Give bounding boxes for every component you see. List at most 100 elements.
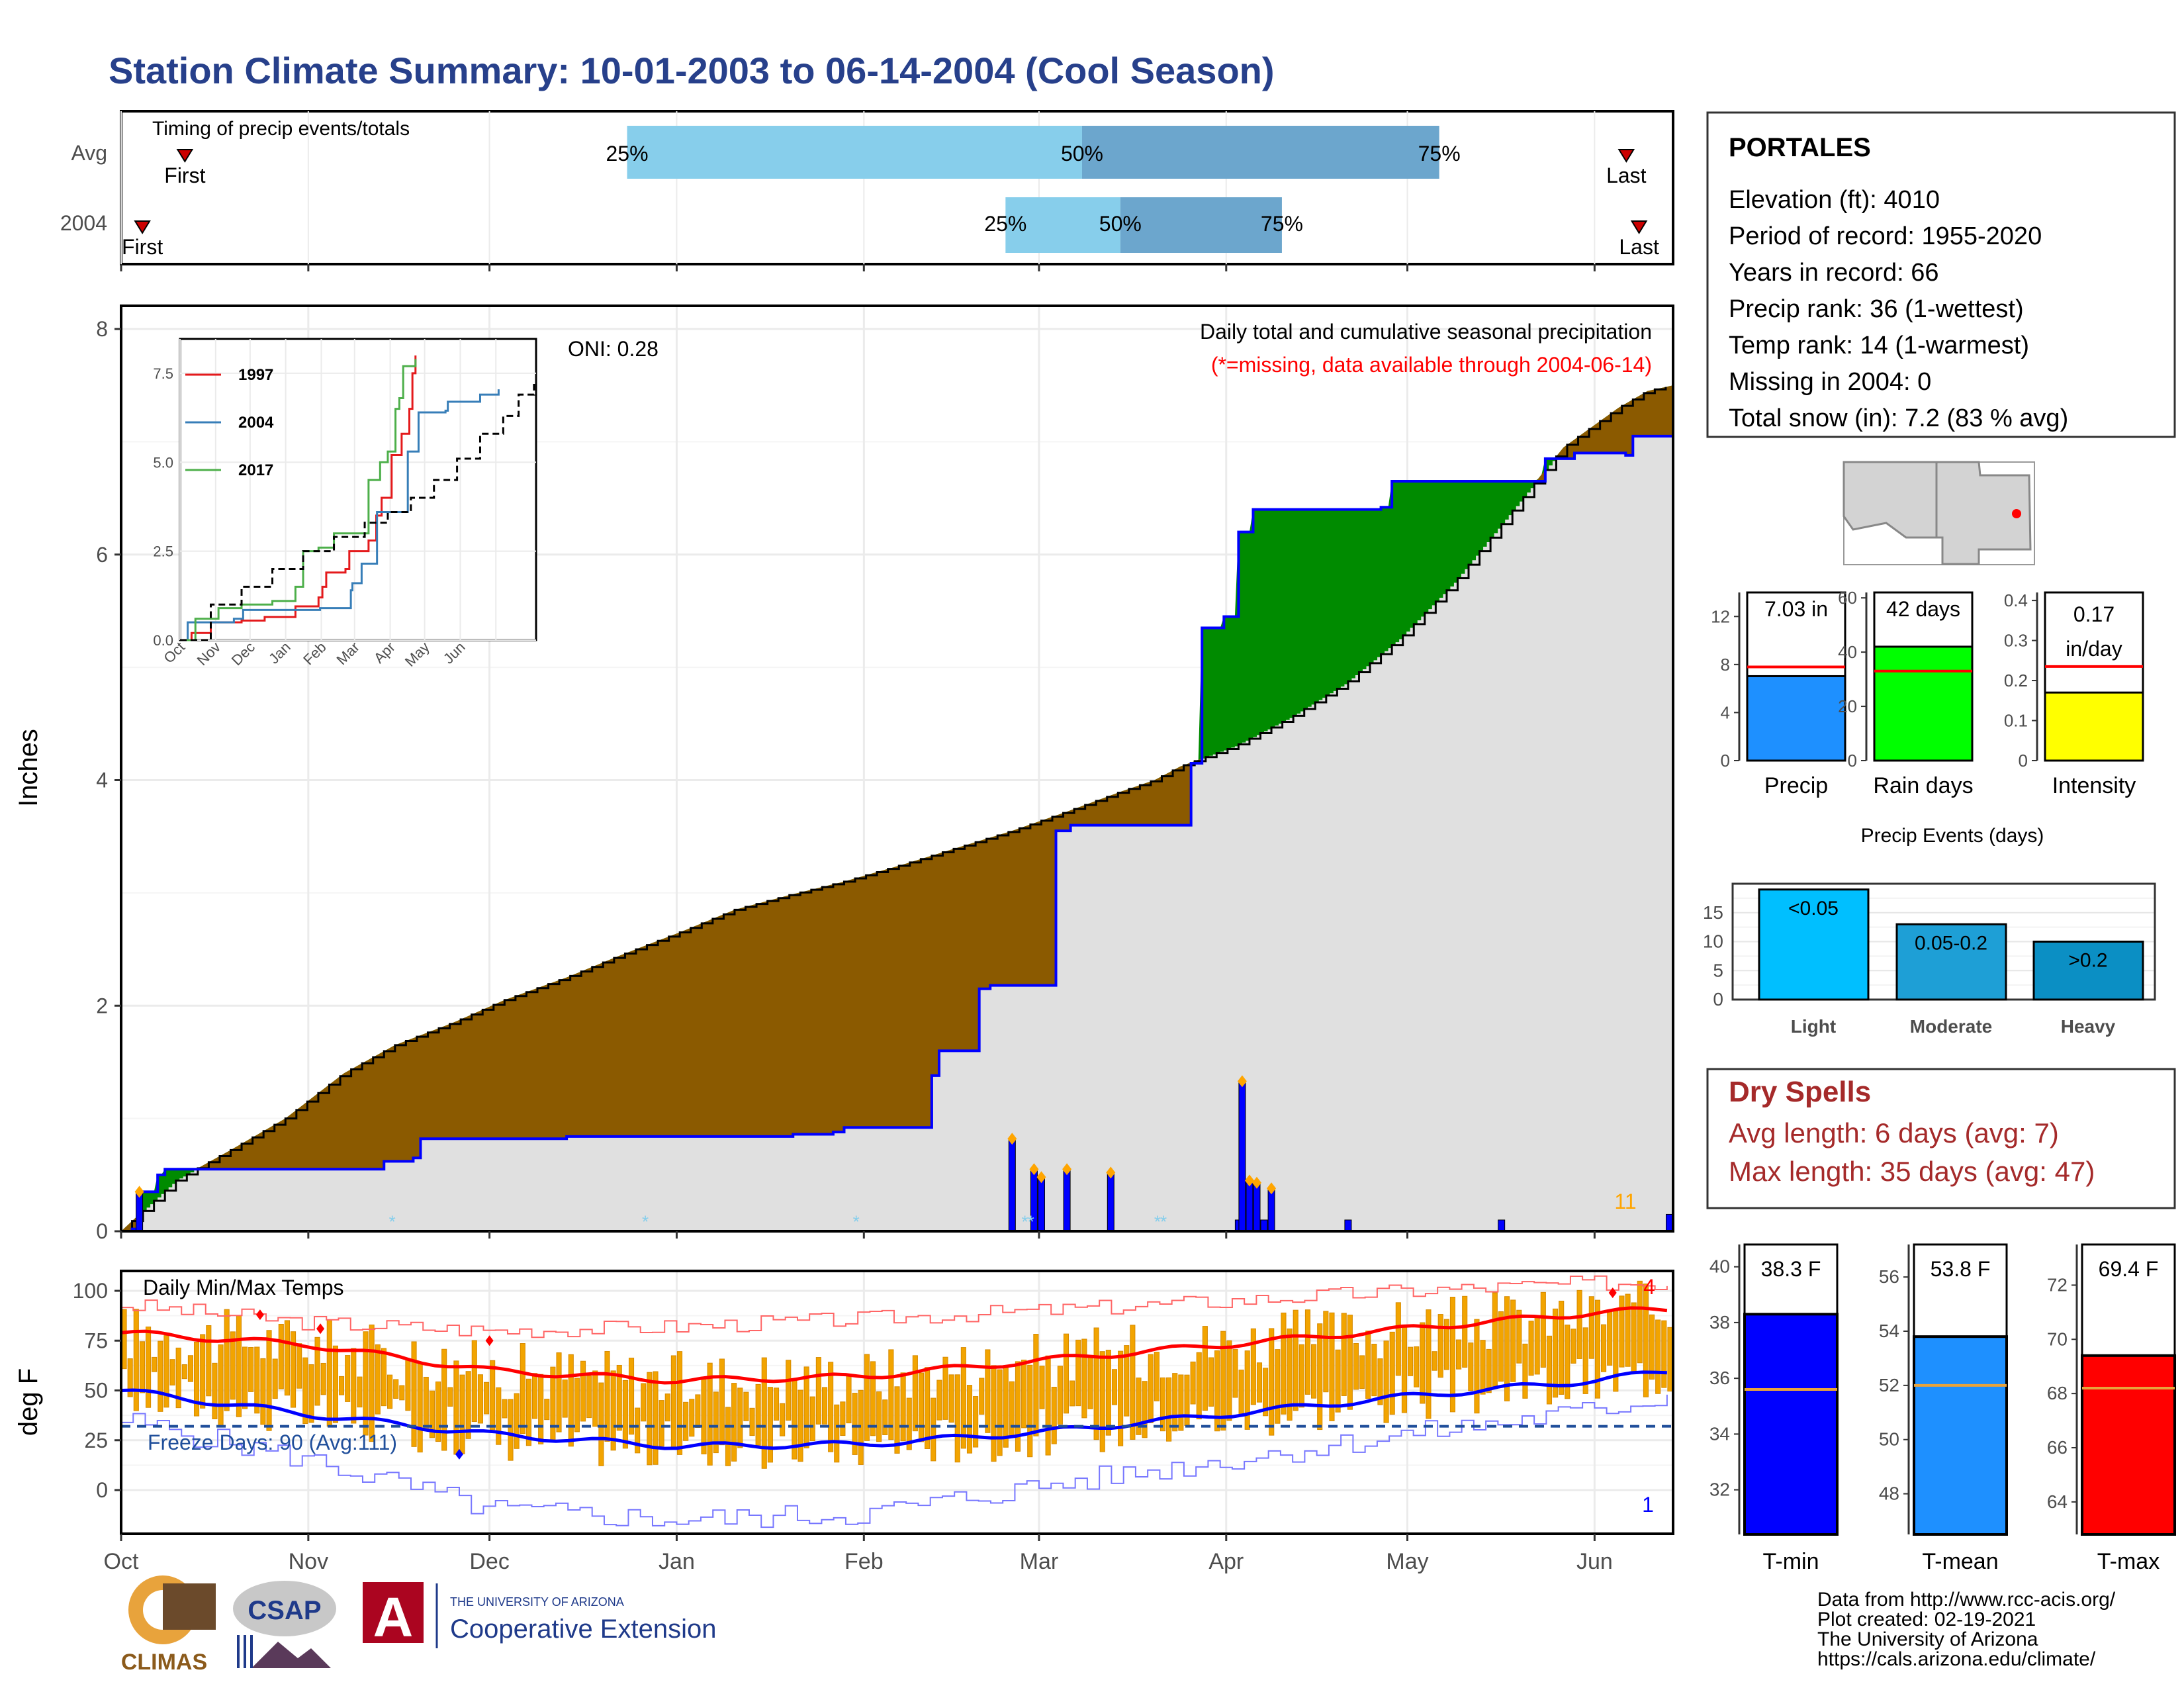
daily-temp-bar	[786, 1360, 792, 1421]
daily-temp-bar	[1553, 1308, 1559, 1398]
daily-temp-bar	[556, 1352, 562, 1432]
precip-events-chart: Precip Events (days) 0 5 10 15 <0.05 Light 0.05…	[1703, 825, 2156, 1037]
quartile-label: 25%	[606, 142, 649, 165]
daily-temp-bar	[1371, 1344, 1377, 1397]
temp-y-tick-label: 0	[96, 1478, 108, 1502]
daily-temp-bar	[1148, 1354, 1154, 1423]
daily-temp-bar	[592, 1370, 598, 1427]
daily-temp-bar	[1449, 1296, 1456, 1413]
heavy-event-marker	[1267, 1182, 1277, 1195]
freeze-days-label: Freeze Days: 90 (Avg:111)	[148, 1430, 397, 1454]
record-high-marker	[316, 1323, 325, 1335]
daily-temp-bar	[381, 1348, 387, 1407]
daily-temp-bar	[1637, 1280, 1643, 1364]
temp-summary-y-tick-label: 36	[1709, 1368, 1730, 1388]
daily-temp-bar	[973, 1396, 979, 1448]
daily-temp-bar	[314, 1336, 320, 1406]
season-y-tick-label: 0	[1848, 751, 1857, 771]
daily-temp-bar	[133, 1309, 139, 1411]
daily-temp-bar	[1347, 1315, 1353, 1410]
daily-temp-bar	[695, 1394, 701, 1428]
daily-temp-bar	[1124, 1345, 1130, 1417]
csap-logo-text: CSAP	[248, 1596, 321, 1625]
daily-precip-bar	[1063, 1168, 1071, 1232]
climas-logo-text: CLIMAS	[121, 1650, 207, 1675]
daily-temp-bar	[1601, 1324, 1607, 1372]
daily-temp-bar	[809, 1396, 815, 1442]
ua-name-big: Cooperative Extension	[450, 1615, 716, 1644]
daily-temp-bar	[568, 1354, 574, 1447]
daily-temp-bar	[755, 1383, 761, 1446]
daily-temp-bar	[1582, 1327, 1588, 1394]
daily-temp-bar	[1414, 1346, 1420, 1387]
daily-temp-bar	[1099, 1351, 1105, 1452]
daily-temp-bar	[152, 1356, 158, 1372]
daily-temp-bar	[1311, 1344, 1317, 1399]
daily-temp-bar	[870, 1361, 876, 1436]
temp-summary-y-tick-label: 68	[2047, 1383, 2068, 1403]
season-y-tick-label: 0.2	[2004, 671, 2028, 690]
temp-panel-title: Daily Min/Max Temps	[143, 1276, 343, 1299]
events-bar	[1895, 923, 2007, 1001]
daily-temp-bar	[1570, 1329, 1576, 1364]
daily-temp-bar	[664, 1393, 670, 1422]
season-bar	[2044, 691, 2144, 762]
y-tick-label: 2	[96, 994, 108, 1017]
events-y-tick-label: 15	[1703, 902, 1723, 923]
season-y-tick-label: 0.1	[2004, 711, 2028, 731]
daily-precip-bar	[1498, 1219, 1506, 1232]
daily-temp-bar	[224, 1309, 230, 1411]
ua-a-letter: A	[373, 1586, 414, 1648]
temp-y-tick-label: 50	[84, 1379, 108, 1403]
daily-temp-bar	[1661, 1320, 1667, 1388]
daily-temp-bar	[1075, 1339, 1081, 1407]
daily-temp-bar	[1269, 1328, 1275, 1436]
precip-subtitle: Daily total and cumulative seasonal prec…	[1200, 320, 1652, 344]
daily-temp-bar	[1667, 1327, 1673, 1392]
daily-temp-bar	[815, 1357, 821, 1425]
daily-temp-bar	[647, 1372, 653, 1466]
daily-temp-bar	[302, 1357, 308, 1425]
daily-temp-bar	[1105, 1350, 1111, 1436]
daily-temp-bar	[1202, 1326, 1208, 1411]
daily-temp-bar	[1468, 1342, 1474, 1391]
daily-temp-bar	[1093, 1327, 1099, 1440]
dry-spells-box: Dry Spells Avg length: 6 days (avg: 7) M…	[1706, 1068, 2176, 1209]
daily-temp-bar	[139, 1341, 145, 1393]
temp-summary-y-tick-label: 40	[1709, 1256, 1730, 1277]
temp-ylabel: deg F	[14, 1368, 43, 1436]
daily-temp-bar	[212, 1362, 218, 1420]
inset-legend-label: 2004	[238, 414, 274, 432]
last-event-marker	[1617, 149, 1635, 163]
quartile-label: 50%	[1099, 212, 1142, 236]
daily-temp-bar	[641, 1383, 647, 1422]
season-y-tick-label: 0	[1721, 751, 1730, 771]
timing-title: Timing of precip events/totals	[152, 118, 410, 140]
climas-logo: CLIMAS	[121, 1575, 216, 1675]
daily-precip-bar	[1037, 1176, 1045, 1232]
first-event-marker	[176, 149, 194, 163]
daily-temp-bar	[1631, 1302, 1637, 1374]
month-axis: Oct Nov Dec Jan Feb Mar Apr May Jun	[104, 264, 1613, 1574]
y-tick-label: 4	[96, 769, 108, 792]
temp-y-tick-label: 25	[84, 1429, 108, 1452]
daily-temp-bar	[604, 1350, 610, 1442]
daily-temp-bar	[942, 1356, 948, 1420]
daily-temp-bar	[979, 1378, 985, 1415]
csap-logo: CSAP	[233, 1581, 336, 1668]
daily-temp-bar	[912, 1355, 918, 1432]
daily-temp-bar	[925, 1367, 931, 1450]
dry-spells-title: Dry Spells	[1729, 1076, 1871, 1108]
temp-summary-value-label: 69.4 F	[2099, 1257, 2159, 1281]
quartile-bar-upper	[1081, 126, 1439, 179]
temp-summary-bar	[2081, 1354, 2176, 1536]
temp-summary-y-tick-label: 64	[2047, 1491, 2068, 1512]
daily-temp-bar	[985, 1349, 991, 1433]
daily-temp-bar	[1383, 1340, 1389, 1423]
daily-temp-bar	[846, 1374, 852, 1424]
daily-temp-bar	[888, 1349, 894, 1440]
first-event-marker	[134, 220, 151, 234]
daily-temp-bar	[242, 1346, 248, 1409]
